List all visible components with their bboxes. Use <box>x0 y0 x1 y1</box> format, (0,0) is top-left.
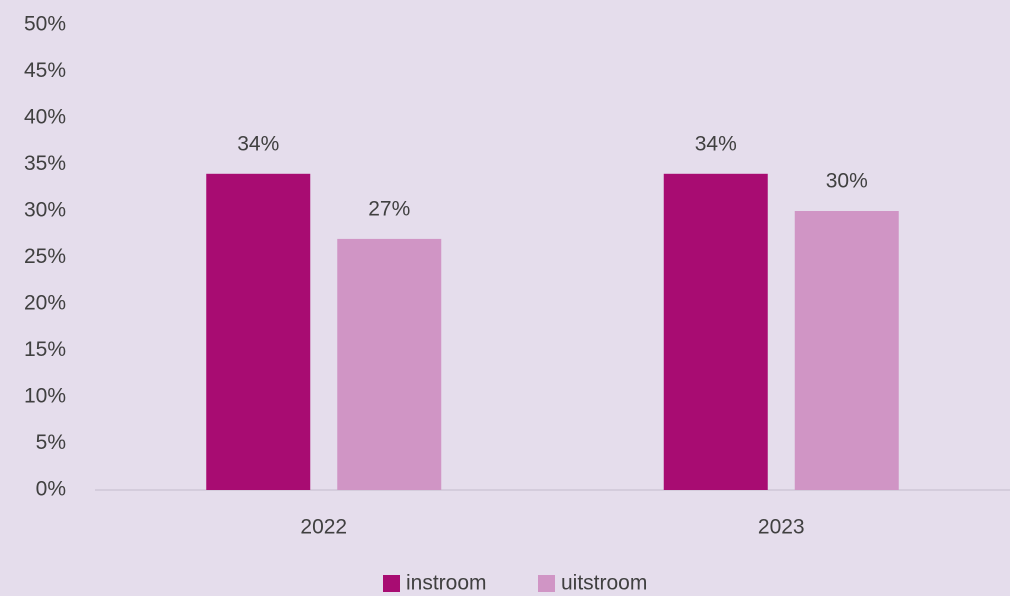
bar <box>663 173 768 491</box>
y-tick-label: 15% <box>24 338 66 361</box>
x-tick-label: 2023 <box>758 516 805 539</box>
y-tick-label: 20% <box>24 292 66 315</box>
y-tick-label: 35% <box>24 152 66 175</box>
y-tick-label: 0% <box>36 478 66 501</box>
bar <box>206 173 311 491</box>
legend-swatch <box>538 575 555 592</box>
data-label: 30% <box>826 170 868 193</box>
bar <box>794 211 899 490</box>
bar <box>337 238 442 490</box>
data-label: 27% <box>368 197 410 220</box>
x-tick-label: 2022 <box>300 516 347 539</box>
y-tick-label: 50% <box>24 13 66 36</box>
y-tick-label: 30% <box>24 199 66 222</box>
data-label: 34% <box>695 132 737 155</box>
y-tick-label: 40% <box>24 106 66 129</box>
legend-swatch <box>383 575 400 592</box>
y-tick-label: 25% <box>24 245 66 268</box>
legend-label: uitstroom <box>561 572 647 595</box>
legend-label: instroom <box>406 572 487 595</box>
y-tick-label: 10% <box>24 385 66 408</box>
y-tick-label: 5% <box>36 431 66 454</box>
y-tick-label: 45% <box>24 59 66 82</box>
data-label: 34% <box>237 132 279 155</box>
